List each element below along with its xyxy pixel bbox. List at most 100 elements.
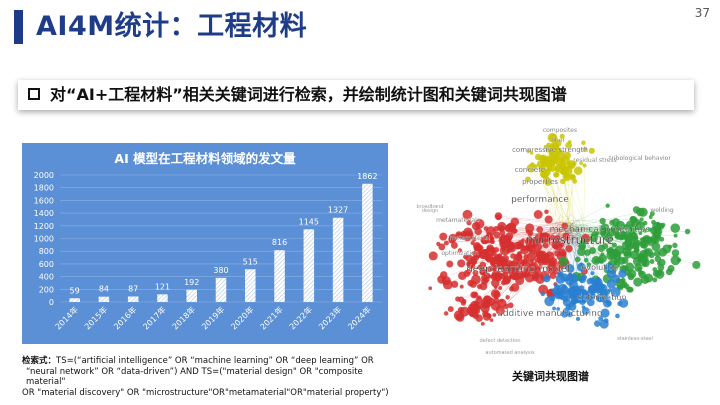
keyword-label: composites (543, 127, 577, 134)
network-node (652, 277, 658, 283)
network-node (471, 236, 477, 242)
network-node (652, 221, 662, 232)
network-node (553, 171, 560, 178)
network-node (564, 165, 570, 172)
network-node (479, 261, 487, 269)
x-tick-label: 2016年 (111, 304, 138, 331)
network-node (533, 242, 542, 252)
network-node (576, 262, 586, 272)
network-nodes (428, 132, 701, 329)
network-node (500, 234, 508, 242)
network-node (510, 271, 519, 281)
network-node (577, 247, 586, 256)
network-node (670, 255, 681, 266)
network-node (567, 311, 573, 318)
network-node (442, 279, 453, 290)
bar (332, 217, 344, 302)
network-edge (502, 228, 565, 241)
network-node (510, 283, 520, 292)
network-node (447, 306, 454, 313)
search-query: 检索式：TS=(“artificial intelligence” OR “ma… (22, 356, 402, 398)
banner-text: 对“AI+工程材料”相关关键词进行检索，并绘制统计图和关键词共现图谱 (50, 85, 567, 104)
network-node (459, 284, 464, 289)
network-node (580, 297, 585, 302)
network-node (610, 287, 621, 298)
data-label: 192 (184, 278, 199, 287)
y-tick-label: 2000 (34, 171, 54, 180)
bar (98, 296, 110, 302)
network-node (631, 218, 641, 228)
network-node (581, 307, 590, 315)
network-node (525, 176, 531, 183)
network-node (554, 139, 562, 147)
network-node (428, 251, 438, 261)
keyword-label: deformation (578, 293, 627, 302)
network-node (482, 312, 492, 321)
network-edge (552, 163, 556, 217)
network-node (463, 230, 474, 240)
network-node (615, 220, 626, 231)
network-node (582, 163, 587, 168)
network-node (470, 300, 480, 310)
network-node (605, 203, 610, 208)
network-node (558, 165, 563, 170)
network-node (639, 217, 644, 222)
network-edge (535, 166, 563, 229)
network-node (622, 247, 632, 257)
query-line-1-text: TS=(“artificial intelligence” OR “machin… (56, 356, 374, 366)
query-label: 检索式： (22, 356, 57, 366)
network-node (607, 228, 616, 237)
network-node (641, 243, 647, 249)
network-node (513, 241, 522, 250)
network-node (641, 235, 652, 245)
network-node (614, 251, 622, 258)
network-node (529, 151, 534, 155)
network-node (477, 295, 482, 300)
network-node (443, 240, 449, 246)
network-node (450, 280, 459, 288)
network-node (684, 228, 691, 235)
y-tick-label: 1400 (34, 209, 54, 218)
network-node (562, 232, 570, 240)
keyword-label: optimization (441, 250, 479, 257)
y-tick-label: 600 (39, 260, 54, 269)
y-tick-label: 1200 (34, 222, 54, 231)
network-node (461, 233, 466, 238)
keyword-label: microstructure (526, 233, 614, 247)
network-node (521, 238, 525, 243)
network-node (553, 283, 559, 289)
network-node (556, 307, 561, 311)
keyword-label: fiber (551, 137, 565, 144)
keyword-label: tribological behavior (609, 155, 671, 162)
data-label: 515 (243, 257, 258, 266)
network-node (636, 256, 643, 263)
keyword-label: design (422, 208, 439, 214)
network-node (480, 321, 485, 326)
network-edge (580, 214, 596, 281)
network-node (670, 223, 681, 233)
network-node (581, 140, 586, 145)
x-tick-label: 2014年 (53, 304, 80, 331)
query-line-3: OR "material discovery" OR "microstructu… (22, 387, 389, 398)
keyword-label: compressive strength (512, 146, 588, 154)
network-node (493, 285, 498, 290)
network-node (692, 260, 701, 270)
network-node (497, 221, 507, 232)
network-node (648, 251, 655, 259)
y-tick-label: 1800 (34, 184, 54, 193)
x-tick-label: 2017年 (141, 304, 168, 331)
network-node (457, 248, 463, 253)
network-node (489, 318, 494, 322)
network-node (507, 302, 514, 309)
network-node (586, 262, 592, 267)
network-node (505, 260, 514, 269)
network-node (484, 234, 494, 244)
network-node (600, 308, 610, 318)
network-node (540, 232, 551, 243)
network-node (601, 243, 609, 250)
network-node (437, 275, 446, 284)
network-node (493, 294, 499, 300)
keyword-label: properties (522, 178, 558, 186)
network-node (526, 149, 531, 153)
network-node (483, 295, 490, 302)
